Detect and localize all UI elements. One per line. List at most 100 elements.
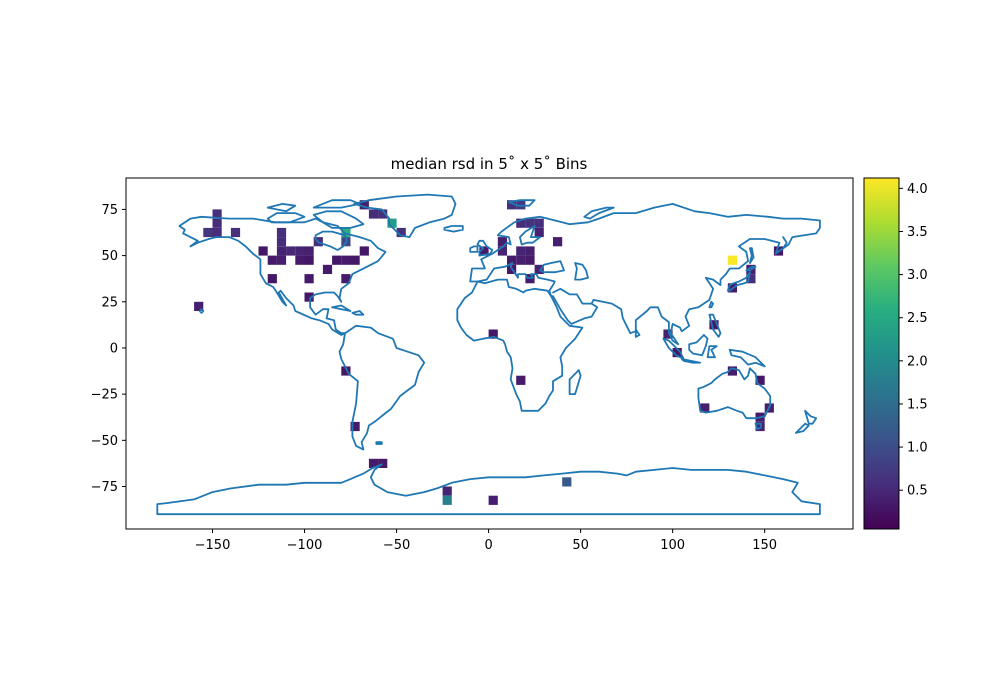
coastline-path [507, 199, 536, 207]
bin-cell [755, 375, 765, 385]
colorbar [864, 178, 899, 529]
bin-cell [553, 237, 563, 247]
y-tick-label: −75 [91, 480, 118, 495]
coastline-path [795, 422, 810, 434]
bin-cell [267, 255, 277, 265]
coastline-path [539, 260, 565, 274]
coastline-path [552, 287, 593, 305]
coastline-path [469, 203, 821, 346]
y-tick-label: 50 [101, 249, 118, 264]
bin-cell [359, 200, 369, 210]
coastline-path [178, 215, 387, 336]
bin-cell [746, 274, 756, 284]
bin-cell [230, 227, 241, 238]
bin-cell [267, 274, 277, 284]
coastline-path [745, 265, 757, 272]
x-tick-label: −100 [287, 538, 323, 553]
coastline-path [634, 328, 641, 338]
bin-cell [341, 366, 351, 376]
bin-cell [286, 246, 296, 256]
bin-cell [488, 495, 498, 505]
coastline-path [456, 278, 584, 412]
bin-cell [534, 218, 544, 228]
coastline-path [331, 304, 352, 312]
bin-cell [442, 495, 452, 505]
bin-cell [387, 218, 397, 228]
bin-cell [276, 246, 287, 256]
map-layer [156, 193, 821, 516]
coastline-path [708, 300, 714, 309]
coastline-path [351, 310, 365, 316]
y-tick-label: 75 [101, 203, 118, 218]
bin-cell [727, 366, 737, 376]
x-axis: −150 −100 −50 0 50 100 150 [195, 529, 777, 553]
coastline-path [266, 203, 297, 213]
bin-cell [350, 255, 360, 265]
bin-cell [525, 274, 535, 284]
coastlines [156, 193, 821, 516]
bin-cell [212, 209, 222, 219]
coastline-path [476, 239, 494, 257]
colorbar-tick-label: 0.5 [907, 484, 928, 499]
plot-frame [125, 177, 854, 530]
bin-cell [295, 246, 305, 256]
bin-cell [258, 246, 268, 256]
x-tick-label: −150 [195, 538, 231, 553]
coastline-path [312, 199, 361, 209]
bin-cell [350, 421, 360, 432]
coastline-path [156, 463, 821, 516]
colorbar-tick-label: 1.5 [907, 397, 928, 412]
colorbar-tick-label: 2.5 [907, 311, 928, 326]
bin-cell [341, 255, 351, 265]
coastline-path [198, 308, 205, 314]
chart-title: median rsd in 5˚ x 5˚ Bins [391, 155, 588, 173]
bin-cell [212, 227, 222, 238]
coastline-path [774, 236, 788, 255]
y-axis: −75 −50 −25 0 25 50 75 [91, 203, 126, 495]
bin-cell [396, 227, 406, 238]
bin-cell [534, 264, 544, 274]
bin-cell [497, 237, 507, 247]
x-tick-label: −50 [383, 538, 410, 553]
coastline-path [708, 313, 722, 338]
coastline-path [583, 206, 615, 220]
coastline-path [706, 345, 718, 359]
bin-cell [525, 255, 535, 265]
bin-cell [322, 264, 333, 274]
bin-cell [276, 237, 287, 247]
bin-cell [341, 274, 351, 284]
coastline-path [697, 367, 772, 420]
bin-cell [368, 209, 379, 219]
bin-cell [516, 200, 526, 210]
bin-cell [525, 218, 535, 228]
colorbar-tick-label: 2.0 [907, 354, 928, 369]
bin-cell [700, 403, 710, 413]
y-tick-label: −25 [91, 388, 118, 403]
bin-cell [378, 209, 388, 219]
bin-cell [304, 274, 314, 284]
bin-cell [516, 255, 526, 265]
bin-cell [507, 200, 517, 210]
coastline-path [804, 409, 818, 425]
x-tick-label: 100 [660, 538, 685, 553]
bin-cell [368, 458, 379, 468]
y-tick-label: 25 [101, 295, 118, 310]
coastline-path [749, 247, 755, 264]
coastline-path [469, 245, 479, 253]
colorbar-tick-label: 3.5 [907, 225, 928, 240]
bin-cell [442, 486, 452, 496]
x-tick-label: 50 [572, 538, 589, 553]
coastline-path [266, 212, 306, 224]
bin-cell [304, 292, 314, 302]
colorbar-tick-label: 4.0 [907, 182, 928, 197]
coastline-path [688, 334, 709, 357]
bin-cell [276, 255, 287, 265]
coastline-path [574, 262, 589, 281]
y-tick-label: −50 [91, 434, 118, 449]
bin-cell [516, 218, 526, 228]
bin-cell [534, 227, 544, 238]
coastline-path [338, 324, 426, 451]
bin-cell [507, 255, 517, 265]
bin-cell [663, 329, 673, 339]
x-tick-label: 150 [752, 538, 777, 553]
